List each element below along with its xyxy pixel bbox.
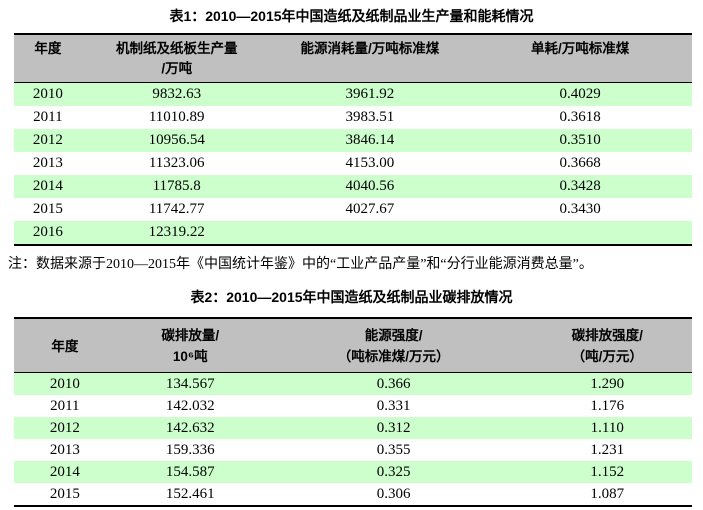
table-cell: 4027.67 bbox=[345, 201, 395, 217]
data-source-note: 注：数据来源于2010—2015年《中国统计年鉴》中的“工业产品产量”和“分行业… bbox=[8, 257, 593, 272]
table-cell: 0.3510 bbox=[559, 132, 601, 148]
table-cell: 2014 bbox=[32, 178, 63, 194]
table-cell: 3961.92 bbox=[345, 86, 395, 102]
table-cell: 3846.14 bbox=[345, 132, 395, 148]
column-header-label: 碳排放量/ bbox=[161, 328, 220, 343]
table-cell: 0.325 bbox=[376, 464, 411, 480]
table1-title: 表1：2010—2015年中国造纸及纸制品业生产量和能耗情况 bbox=[169, 8, 534, 24]
table-cell: 2011 bbox=[33, 109, 63, 125]
column-header-year: 年度 bbox=[14, 318, 116, 373]
table-row: 2013 11323.06 4153.00 0.3668 bbox=[14, 152, 692, 175]
table-cell: 0.4029 bbox=[559, 86, 601, 102]
table1-production-energy: 年度 机制纸及纸板生产量 /万吨 能源消耗量/万吨标准煤 单耗/万吨标准煤 20… bbox=[14, 33, 692, 246]
table-cell: 0.3428 bbox=[559, 178, 601, 194]
column-header-label bbox=[470, 59, 690, 79]
column-header-carbon-emissions: 碳排放量/ 10⁶吨 bbox=[115, 318, 265, 373]
table-cell: 2013 bbox=[49, 442, 80, 458]
table1-body: 2010 9832.63 3961.92 0.4029 2011 11010.8… bbox=[14, 82, 692, 245]
table-header-row: 年度 机制纸及纸板生产量 /万吨 能源消耗量/万吨标准煤 单耗/万吨标准煤 bbox=[14, 34, 692, 83]
table-cell: 2013 bbox=[32, 155, 63, 171]
table-cell: 2015 bbox=[49, 486, 80, 502]
table-cell: 2010 bbox=[32, 86, 63, 102]
table-cell: 2016 bbox=[32, 224, 63, 240]
table-cell: 4040.56 bbox=[345, 178, 395, 194]
table-cell bbox=[272, 221, 469, 245]
table-cell: 154.587 bbox=[165, 464, 215, 480]
column-header-label: 10⁶吨 bbox=[172, 349, 208, 364]
table-cell: 1.152 bbox=[590, 464, 625, 480]
table-row: 2010 134.567 0.366 1.290 bbox=[14, 372, 692, 395]
column-header-unit-consumption: 单耗/万吨标准煤 bbox=[468, 34, 692, 83]
table-row: 2016 12319.22 bbox=[14, 221, 692, 245]
column-header-year: 年度 bbox=[14, 34, 82, 83]
table-cell: 1.176 bbox=[590, 398, 625, 414]
table2-title: 表2：2010—2015年中国造纸及纸制品业碳排放情况 bbox=[190, 289, 513, 305]
table-cell: 152.461 bbox=[165, 486, 215, 502]
column-header-label bbox=[16, 59, 80, 79]
table-cell: 0.3668 bbox=[559, 155, 601, 171]
table-cell: 0.312 bbox=[376, 420, 411, 436]
column-header-production: 机制纸及纸板生产量 /万吨 bbox=[81, 34, 272, 83]
table-cell: 0.3618 bbox=[559, 109, 601, 125]
table-cell: 0.3430 bbox=[559, 201, 601, 217]
table2-header: 年度 碳排放量/ 10⁶吨 能源强度/ （吨标准煤/万元） 碳排放强度/ （吨/… bbox=[14, 318, 692, 373]
table1-header: 年度 机制纸及纸板生产量 /万吨 能源消耗量/万吨标准煤 单耗/万吨标准煤 bbox=[14, 34, 692, 83]
table-cell: 12319.22 bbox=[148, 224, 205, 240]
column-header-label: 年度 bbox=[34, 41, 62, 56]
table-row: 2011 11010.89 3983.51 0.3618 bbox=[14, 106, 692, 129]
table-cell bbox=[468, 221, 692, 245]
column-header-label: 碳排放强度/ bbox=[571, 328, 643, 343]
table-cell: 2012 bbox=[49, 420, 80, 436]
table-row: 2012 10956.54 3846.14 0.3510 bbox=[14, 129, 692, 152]
column-header-label: （吨/万元） bbox=[571, 349, 643, 364]
column-header-label: 能源消耗量/万吨标准煤 bbox=[300, 41, 440, 56]
column-header-carbon-intensity: 碳排放强度/ （吨/万元） bbox=[522, 318, 692, 373]
column-header-label: 单耗/万吨标准煤 bbox=[530, 41, 630, 56]
table-cell: 2010 bbox=[49, 376, 80, 392]
table-row: 2010 9832.63 3961.92 0.4029 bbox=[14, 82, 692, 106]
table-cell: 11323.06 bbox=[148, 155, 205, 171]
table-cell: 2015 bbox=[32, 201, 63, 217]
table-row: 2014 11785.8 4040.56 0.3428 bbox=[14, 175, 692, 198]
table-row: 2015 152.461 0.306 1.087 bbox=[14, 483, 692, 506]
column-header-energy-intensity: 能源强度/ （吨标准煤/万元） bbox=[264, 318, 523, 373]
table-cell: 11742.77 bbox=[148, 201, 205, 217]
table-cell: 1.290 bbox=[590, 376, 625, 392]
table2-carbon-emissions: 年度 碳排放量/ 10⁶吨 能源强度/ （吨标准煤/万元） 碳排放强度/ （吨/… bbox=[14, 317, 692, 507]
table-row: 2013 159.336 0.355 1.231 bbox=[14, 439, 692, 461]
table2-body: 2010 134.567 0.366 1.290 2011 142.032 0.… bbox=[14, 372, 692, 506]
table-cell: 0.331 bbox=[376, 398, 411, 414]
column-header-label bbox=[274, 59, 467, 79]
column-header-label: （吨标准煤/万元） bbox=[337, 349, 450, 364]
table-header-row: 年度 碳排放量/ 10⁶吨 能源强度/ （吨标准煤/万元） 碳排放强度/ （吨/… bbox=[14, 318, 692, 373]
table-cell: 11010.89 bbox=[148, 109, 205, 125]
table-row: 2014 154.587 0.325 1.152 bbox=[14, 461, 692, 483]
table-cell: 1.087 bbox=[590, 486, 625, 502]
table-row: 2011 142.032 0.331 1.176 bbox=[14, 395, 692, 417]
table-cell: 9832.63 bbox=[152, 86, 202, 102]
table-cell: 142.632 bbox=[165, 420, 215, 436]
table-cell: 1.110 bbox=[590, 420, 624, 436]
column-header-label: 能源强度/ bbox=[364, 328, 423, 343]
table-cell: 0.355 bbox=[376, 442, 411, 458]
column-header-label: /万吨 bbox=[161, 61, 193, 76]
table-cell: 2014 bbox=[49, 464, 80, 480]
table-cell: 4153.00 bbox=[345, 155, 395, 171]
table-cell: 142.032 bbox=[165, 398, 215, 414]
table-cell: 2011 bbox=[50, 398, 80, 414]
column-header-label: 年度 bbox=[51, 338, 79, 354]
table-cell: 10956.54 bbox=[148, 132, 205, 148]
table-cell: 11785.8 bbox=[152, 178, 201, 194]
table-row: 2015 11742.77 4027.67 0.3430 bbox=[14, 198, 692, 221]
table-cell: 2012 bbox=[32, 132, 63, 148]
table-cell: 3983.51 bbox=[345, 109, 395, 125]
table-cell: 0.306 bbox=[376, 486, 411, 502]
table-cell: 159.336 bbox=[165, 442, 215, 458]
table-cell: 1.231 bbox=[590, 442, 625, 458]
table-row: 2012 142.632 0.312 1.110 bbox=[14, 417, 692, 439]
table-cell: 0.366 bbox=[376, 376, 411, 392]
column-header-energy-consumption: 能源消耗量/万吨标准煤 bbox=[271, 34, 469, 83]
table-cell: 134.567 bbox=[165, 376, 215, 392]
column-header-label: 机制纸及纸板生产量 bbox=[115, 41, 238, 56]
